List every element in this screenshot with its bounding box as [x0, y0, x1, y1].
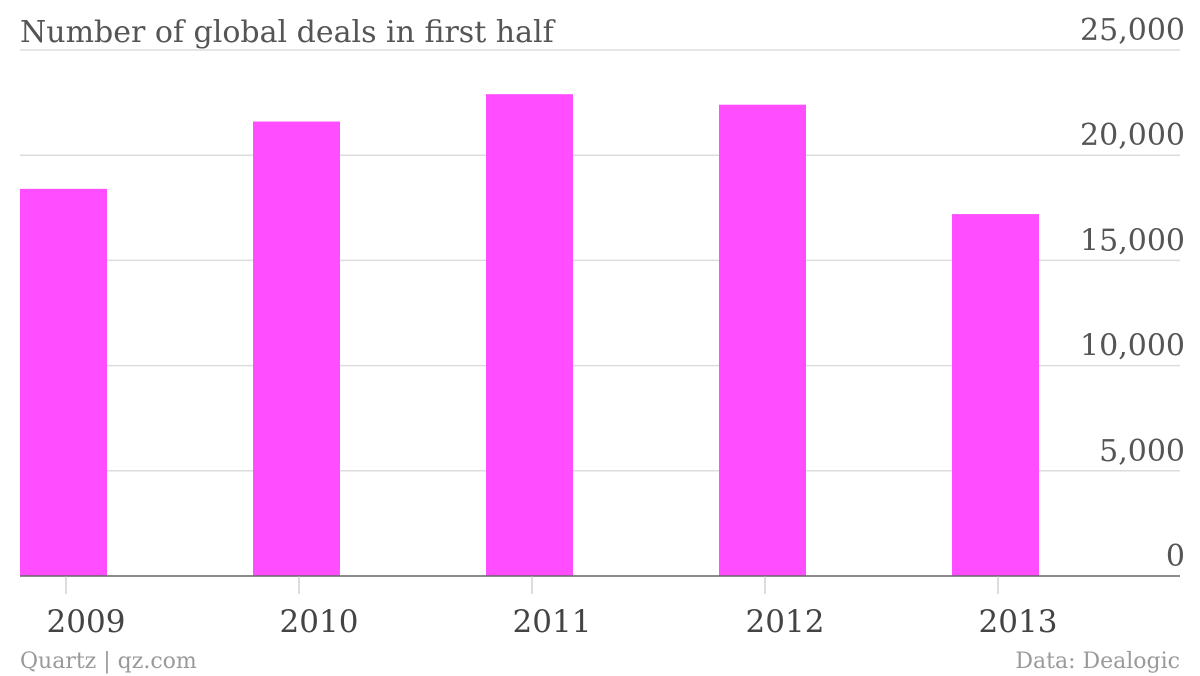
y-tick-label: 0	[1166, 539, 1185, 574]
bar-2012	[719, 104, 806, 576]
y-tick-label: 15,000	[1080, 223, 1185, 258]
y-tick-label: 10,000	[1080, 329, 1185, 364]
x-axis-ticks	[65, 576, 999, 594]
y-tick-label: 25,000	[1080, 13, 1185, 48]
source-credit: Quartz | qz.com	[20, 649, 197, 674]
chart-title: Number of global deals in first half	[20, 15, 556, 50]
bar-2011	[486, 94, 573, 577]
bar-2013	[952, 214, 1039, 576]
x-tick-label: 2009	[47, 604, 126, 640]
x-tick-label: 2011	[513, 604, 592, 640]
bars	[20, 94, 1039, 577]
y-axis-labels: 0 5,000 10,000 15,000 20,000 25,000	[1080, 13, 1185, 574]
y-tick-label: 5,000	[1099, 434, 1185, 469]
data-source: Data: Dealogic	[1015, 649, 1180, 674]
x-axis-labels: 2009 2010 2011 2012 2013	[47, 604, 1058, 640]
x-tick-label: 2013	[979, 604, 1058, 640]
x-tick-label: 2012	[746, 604, 825, 640]
bar-2010	[253, 121, 340, 576]
y-tick-label: 20,000	[1080, 118, 1185, 153]
x-tick-label: 2010	[280, 604, 359, 640]
bar-2009	[20, 188, 107, 576]
